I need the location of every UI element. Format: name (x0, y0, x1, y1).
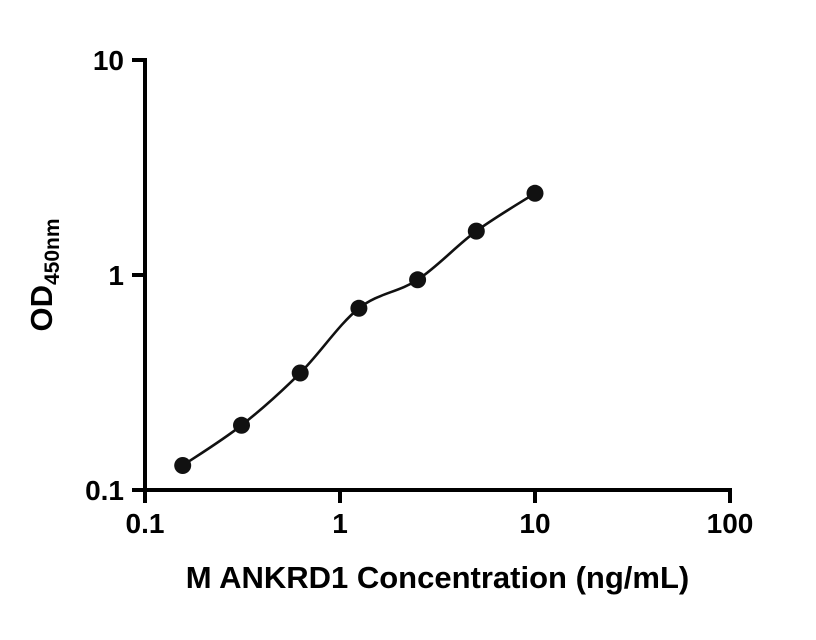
data-point-marker (526, 184, 544, 202)
x-axis-tick-label: 100 (707, 508, 754, 539)
x-axis-tick-label: 0.1 (126, 508, 165, 539)
y-axis-tick-label: 10 (93, 45, 124, 76)
data-point-marker (409, 271, 427, 289)
x-axis-tick-label: 10 (519, 508, 550, 539)
data-point-marker (467, 222, 485, 240)
y-axis-tick-label: 0.1 (85, 475, 124, 506)
data-point-marker (291, 364, 309, 382)
y-axis-title: OD450nm (24, 218, 64, 331)
y-axis-tick-label: 1 (108, 260, 124, 291)
data-point-marker (350, 299, 368, 317)
data-point-marker (174, 457, 192, 474)
axes-lines (143, 58, 732, 492)
x-axis-tick-label: 1 (332, 508, 348, 539)
x-axis-title: M ANKRD1 Concentration (ng/mL) (186, 560, 689, 595)
data-point-marker (233, 416, 250, 434)
